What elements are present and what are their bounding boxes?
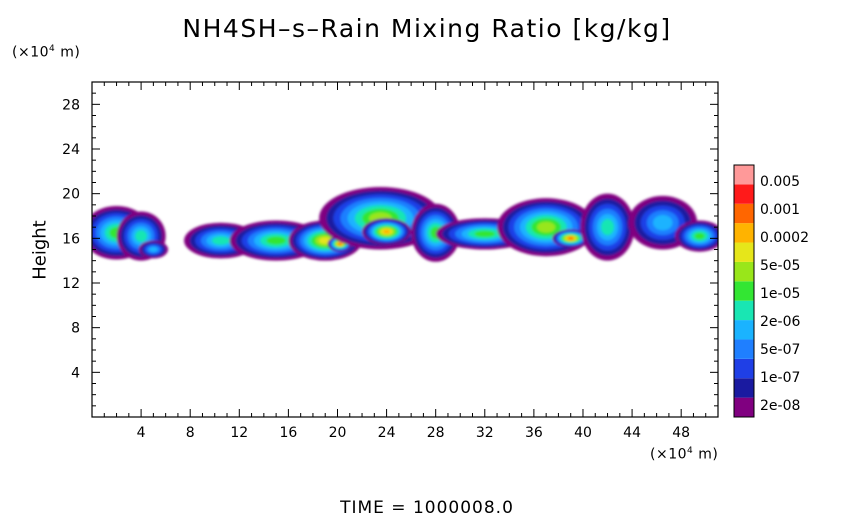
legend-label: 2e-06 xyxy=(760,314,800,330)
legend-swatch xyxy=(734,165,754,185)
x-tick-label: 24 xyxy=(378,425,396,441)
y-tick-label: 24 xyxy=(62,142,80,158)
x-tick-label: 16 xyxy=(279,425,297,441)
legend-label: 2e-08 xyxy=(760,398,800,414)
color-legend: 0.005 0.001 0.0002 5e-05 1e-05 2e-06 5e-07 1e-0… xyxy=(733,164,809,418)
x-tick-label: 40 xyxy=(574,425,592,441)
legend-label: 0.0002 xyxy=(760,230,809,246)
cloud-contour-13-level-5 xyxy=(600,219,615,236)
legend-swatch xyxy=(734,378,754,398)
legend-label: 5e-07 xyxy=(760,342,800,358)
cloud-contour-15-level-6 xyxy=(694,232,705,240)
cloud-contour-3-level-5 xyxy=(211,236,230,245)
legend-swatch xyxy=(734,320,754,340)
legend-label: 1e-05 xyxy=(760,286,800,302)
legend-swatch xyxy=(734,300,754,321)
cloud-contour-10-level-6 xyxy=(474,230,496,238)
cloud-contour-1-level-5 xyxy=(135,230,148,243)
legend-swatch xyxy=(734,184,754,204)
x-tick-label: 32 xyxy=(476,425,494,441)
legend-label: 5e-05 xyxy=(760,258,800,274)
mixing-ratio-field xyxy=(92,186,718,262)
cloud-contour-14-level-4 xyxy=(652,215,673,231)
x-tick-label: 36 xyxy=(525,425,543,441)
legend-swatch xyxy=(734,203,754,224)
cloud-contour-11-level-7 xyxy=(537,221,556,233)
cloud-contour-8-level-9 xyxy=(382,229,391,234)
legend-label: 1e-07 xyxy=(760,370,800,386)
x-tick-label: 20 xyxy=(329,425,347,441)
legend-swatch xyxy=(734,358,754,379)
legend-swatch xyxy=(734,261,754,282)
legend-swatch xyxy=(734,281,754,301)
x-tick-label: 8 xyxy=(186,425,195,441)
cloud-contour-4-level-6 xyxy=(266,236,286,245)
time-footer: TIME = 1000008.0 xyxy=(340,498,514,518)
y-tick-label: 16 xyxy=(62,231,80,247)
legend-swatch xyxy=(734,223,754,243)
y-axis-unit: (×104 m) xyxy=(12,44,81,61)
y-tick-label: 20 xyxy=(62,187,80,203)
chart-title: NH4SH–s–Rain Mixing Ratio [kg/kg] xyxy=(182,14,672,43)
x-tick-label: 28 xyxy=(427,425,445,441)
legend-swatch xyxy=(734,339,754,359)
cloud-contour-2-level-4 xyxy=(149,246,158,253)
x-tick-label: 12 xyxy=(230,425,248,441)
y-tick-label: 8 xyxy=(71,321,80,337)
legend-swatch xyxy=(734,397,754,417)
x-tick-label: 44 xyxy=(623,425,641,441)
legend-label: 0.001 xyxy=(760,202,800,218)
cloud-contour-6-level-10 xyxy=(338,242,342,245)
y-tick-label: 28 xyxy=(62,97,80,113)
y-tick-label: 4 xyxy=(71,365,80,381)
y-tick-label: 12 xyxy=(62,276,80,292)
x-axis-unit: (×104 m) xyxy=(650,446,719,463)
x-tick-label: 48 xyxy=(672,425,690,441)
legend-swatch xyxy=(734,242,754,262)
x-tick-label: 4 xyxy=(137,425,146,441)
legend-label: 0.005 xyxy=(760,174,800,190)
legend-frame xyxy=(733,164,755,418)
cloud-contour-12-level-10 xyxy=(568,237,574,240)
